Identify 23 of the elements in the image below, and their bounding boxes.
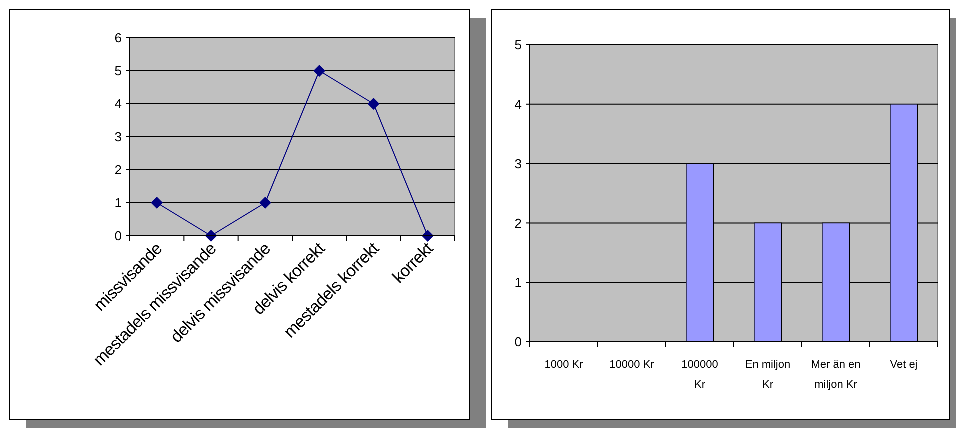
x-tick-label: Vet ej (890, 359, 918, 371)
y-tick-label: 0 (514, 334, 522, 350)
y-tick-label: 5 (114, 64, 122, 79)
y-tick-label: 1 (514, 275, 522, 290)
point (259, 197, 272, 209)
x-tick-label: 1000 Kr (544, 359, 584, 371)
y-tick-label: 4 (114, 96, 122, 112)
y-tick-label: 1 (114, 196, 122, 211)
y-tick-label: 3 (514, 156, 522, 172)
y-tick-label: 0 (114, 228, 122, 244)
point (314, 65, 326, 77)
x-tick-label: En miljon Kr (745, 359, 791, 391)
y-tick-label: 3 (114, 130, 122, 145)
point (368, 98, 380, 110)
x-tick-label: 10000 Kr (610, 359, 655, 371)
y-tick-label: 2 (514, 216, 522, 231)
x-tick-label: Mer än en miljon Kr (811, 359, 861, 391)
y-tick-label: 4 (514, 96, 522, 112)
y-tick-label: 6 (114, 30, 122, 46)
y-tick-label: 2 (114, 162, 122, 178)
x-tick-label: 100000 Kr (682, 359, 718, 391)
y-tick-label: 5 (514, 38, 522, 53)
point (151, 197, 164, 209)
